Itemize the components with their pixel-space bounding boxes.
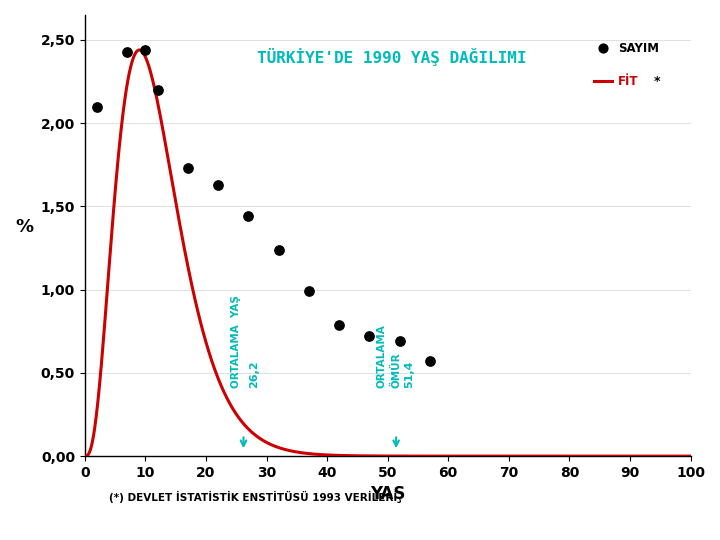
Text: *: * <box>654 75 661 87</box>
Y-axis label: %: % <box>15 218 33 235</box>
Text: ÖMÜR: ÖMÜR <box>391 352 401 388</box>
Point <box>91 102 103 111</box>
Point <box>364 332 375 341</box>
Point <box>243 212 254 221</box>
Point <box>212 180 224 189</box>
Point <box>152 85 163 94</box>
Text: FİT: FİT <box>618 75 639 87</box>
Text: TÜRKİYE'DE 1990 YAŞ DAĞILIMI: TÜRKİYE'DE 1990 YAŞ DAĞILIMI <box>258 48 527 66</box>
Text: (*) DEVLET İSTATİSTİK ENSTİTÜSÜ 1993 VERİLERİ: (*) DEVLET İSTATİSTİK ENSTİTÜSÜ 1993 VER… <box>109 491 397 503</box>
Text: 51,4: 51,4 <box>405 360 415 388</box>
Text: SAYIM: SAYIM <box>618 42 659 55</box>
Point <box>273 245 284 254</box>
Point <box>303 287 315 295</box>
Point <box>333 320 345 329</box>
Point <box>140 46 151 55</box>
Text: ORTALAMA  YAŞ: ORTALAMA YAŞ <box>230 295 240 388</box>
Text: ORTALAMA: ORTALAMA <box>376 324 386 388</box>
Point <box>182 164 194 172</box>
Text: 26,2: 26,2 <box>249 360 259 388</box>
Point <box>122 48 133 56</box>
Point <box>394 337 405 346</box>
X-axis label: YAŞ: YAŞ <box>370 485 405 503</box>
Point <box>424 357 436 366</box>
Point <box>84 298 96 307</box>
